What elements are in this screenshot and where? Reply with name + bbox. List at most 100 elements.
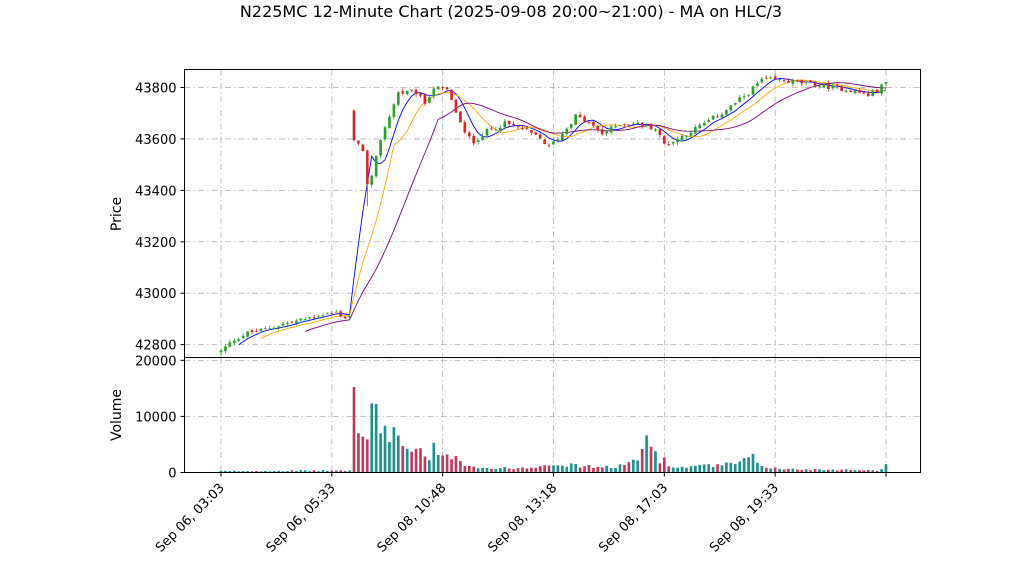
candle-body: [237, 339, 241, 341]
candle-body: [543, 139, 546, 144]
volume-bar: [299, 470, 303, 473]
volume-bar: [569, 463, 573, 473]
volume-bar: [769, 468, 773, 473]
chart-title: N225MC 12-Minute Chart (2025-09-08 20:00…: [240, 2, 782, 21]
candle-body: [654, 129, 657, 131]
volume-bar: [725, 462, 728, 473]
candle-body: [334, 311, 338, 313]
candle-body: [459, 111, 462, 123]
volume-bar: [370, 403, 374, 473]
candle-body: [791, 80, 795, 84]
x-tick-label: Sep 06, 05:33: [264, 481, 339, 556]
volume-bar: [467, 465, 471, 473]
volume-bar: [871, 470, 875, 473]
candle-body: [361, 144, 365, 152]
volume-bar: [459, 461, 462, 473]
candle-body: [875, 89, 879, 93]
x-axis: Sep 06, 03:03 Sep 06, 05:33 Sep 08, 10:48 S…: [153, 472, 887, 556]
x-tick-label: Sep 08, 17:03: [596, 481, 671, 556]
candle-body: [796, 80, 799, 82]
volume-bar: [383, 425, 387, 473]
volume-bar: [760, 466, 764, 473]
candle-body: [339, 311, 343, 317]
volume-bar: [578, 467, 582, 473]
volume-bar: [605, 465, 609, 473]
candle-body: [503, 121, 507, 127]
volume-bar: [410, 451, 413, 473]
volume-bar: [423, 456, 427, 473]
candle-body: [707, 120, 710, 123]
candle-body: [738, 97, 742, 102]
candle-body: [290, 321, 294, 323]
candle-body: [485, 129, 489, 136]
candle-body: [401, 91, 405, 94]
volume-bar: [623, 464, 626, 473]
candle-body: [640, 122, 644, 126]
volume-bar: [818, 469, 821, 473]
candle-body: [649, 123, 653, 130]
candle-body: [547, 144, 551, 146]
candle-body: [441, 87, 444, 88]
candle-body: [303, 318, 307, 320]
volume-bar: [600, 467, 604, 473]
volume-bar: [698, 464, 702, 473]
volume-bar: [530, 467, 533, 473]
candle-body: [383, 127, 387, 140]
volume-bar: [512, 469, 515, 473]
volume-bar: [339, 470, 343, 473]
volume-bar: [317, 471, 320, 473]
candle-body: [725, 110, 728, 115]
volume-bar: [521, 467, 524, 473]
x-tick-label: Sep 08, 13:18: [485, 481, 560, 556]
candle-body: [751, 86, 755, 95]
volume-bar: [490, 468, 493, 473]
volume-bar: [835, 470, 839, 473]
candle-body: [494, 129, 498, 131]
volume-bar: [822, 470, 826, 473]
candle-body: [592, 121, 595, 126]
volume-panel: [184, 357, 921, 473]
candle-body: [379, 140, 382, 156]
candle-body: [552, 141, 555, 145]
volume-bar: [756, 462, 759, 473]
volume-bar: [707, 464, 710, 473]
volume-bar: [627, 462, 631, 473]
volume-bar: [228, 470, 232, 473]
candle-body: [308, 317, 311, 319]
volume-bar: [840, 469, 843, 473]
volume-bar: [348, 470, 351, 473]
volume-bar: [747, 457, 750, 473]
candle-body: [388, 116, 391, 129]
candle-body: [259, 328, 263, 331]
volume-bar: [303, 470, 307, 473]
candle-body: [733, 102, 737, 105]
volume-bar: [844, 469, 848, 473]
volume-bar: [246, 471, 249, 473]
volume-bar: [405, 448, 409, 473]
candle-body: [667, 144, 671, 145]
candle-body: [467, 132, 471, 137]
volume-bar: [272, 471, 276, 473]
volume-bar: [250, 471, 254, 473]
volume-bar: [463, 466, 467, 473]
candle-body: [769, 77, 773, 79]
volume-bar: [476, 468, 480, 473]
volume-bar: [268, 471, 272, 473]
candle-body: [609, 126, 613, 133]
volume-bar: [388, 441, 391, 473]
x-tick-label: Sep 08, 19:33: [707, 481, 782, 556]
candle-body: [419, 93, 422, 96]
price-tick-label: 43200: [135, 236, 176, 251]
candle-body: [277, 326, 280, 329]
candle-body: [853, 90, 857, 94]
volume-bar: [436, 455, 440, 473]
candle-body: [525, 128, 529, 129]
candle-body: [866, 93, 870, 97]
volume-bar: [414, 448, 418, 473]
volume-bar: [574, 464, 577, 473]
volume-bar: [866, 469, 870, 473]
candle-body: [844, 90, 848, 93]
volume-bar: [676, 467, 679, 473]
moving-average-lines: [238, 78, 887, 346]
volume-bar: [507, 468, 511, 473]
